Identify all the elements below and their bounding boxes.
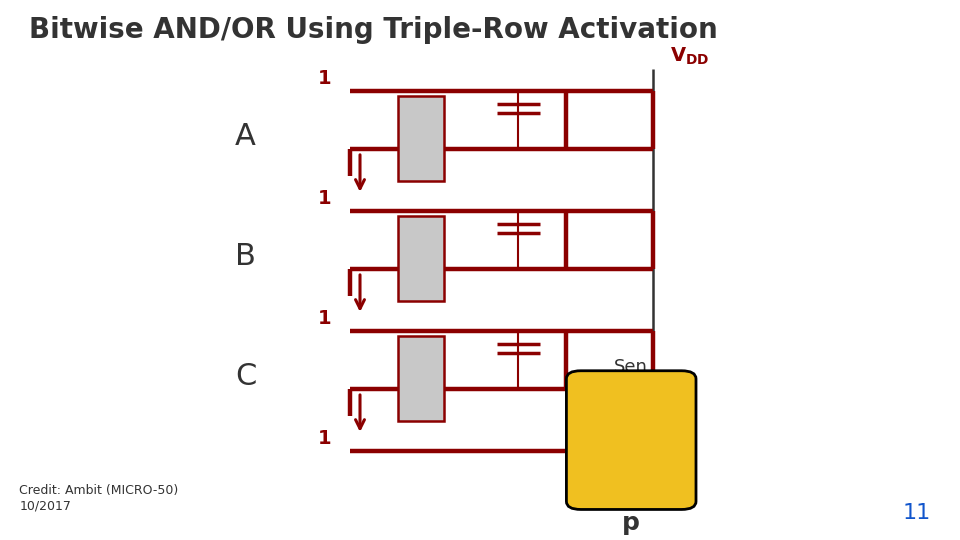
Text: Sen: Sen [614, 358, 648, 376]
Text: 1: 1 [318, 309, 331, 328]
Text: A: A [235, 122, 256, 151]
Text: 1: 1 [318, 69, 331, 88]
Text: p: p [622, 511, 640, 535]
Text: B: B [235, 241, 256, 271]
Text: Am: Am [609, 443, 654, 467]
Text: 1: 1 [318, 189, 331, 208]
Bar [398, 336, 444, 421]
Text: 11: 11 [903, 503, 931, 523]
Text: C: C [235, 362, 256, 390]
Text: Credit: Ambit (MICRO-50)
10/2017: Credit: Ambit (MICRO-50) 10/2017 [19, 484, 179, 512]
Text: Bitwise AND/OR Using Triple-Row Activation: Bitwise AND/OR Using Triple-Row Activati… [29, 16, 717, 44]
Bar [398, 96, 444, 181]
FancyBboxPatch shape [566, 371, 696, 509]
Text: se: se [615, 401, 647, 425]
Text: 1: 1 [318, 429, 331, 448]
Bar [398, 216, 444, 301]
Text: $\mathbf{V_{DD}}$: $\mathbf{V_{DD}}$ [670, 45, 709, 66]
